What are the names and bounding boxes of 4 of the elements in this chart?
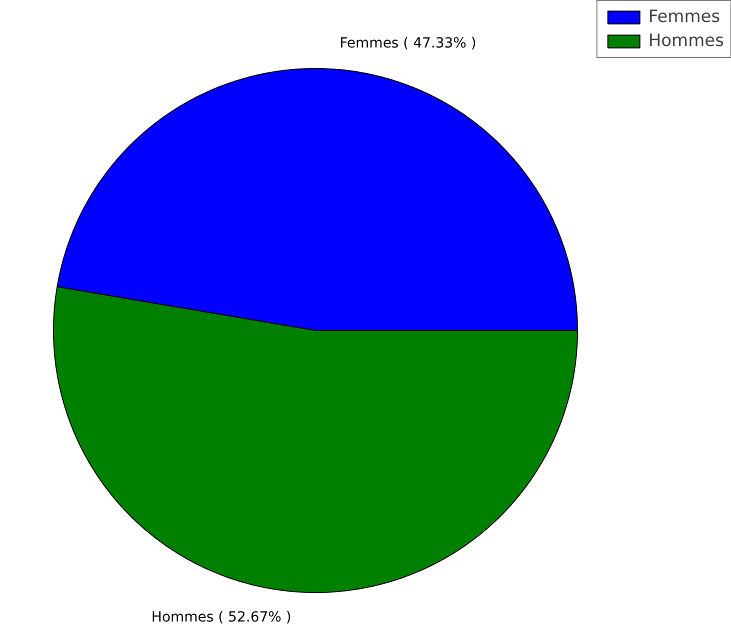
legend-label: Hommes bbox=[648, 31, 724, 51]
data-label: Femmes ( 47.33% ) bbox=[340, 35, 476, 52]
legend-label: Femmes bbox=[648, 7, 720, 27]
data-label: Hommes ( 52.67% ) bbox=[151, 610, 292, 626]
